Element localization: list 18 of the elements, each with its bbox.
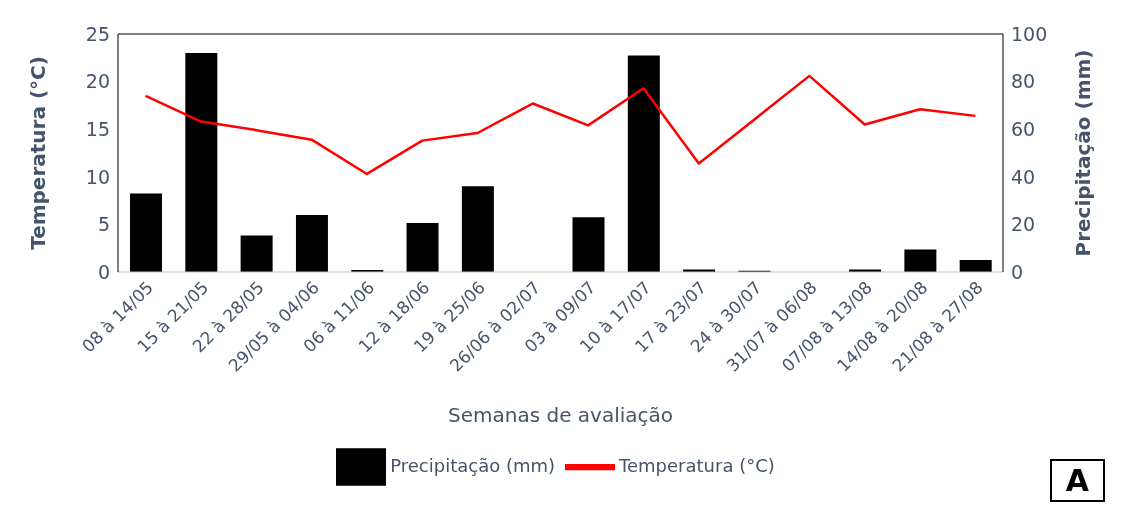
y2-tick-label: 100 xyxy=(1011,22,1048,45)
y2-tick-label: 40 xyxy=(1011,165,1036,188)
y-tick-label: 25 xyxy=(85,22,110,45)
y-axis-title: Temperatura (°C) xyxy=(26,56,51,250)
y-tick-label: 15 xyxy=(85,117,110,140)
y-tick-label: 20 xyxy=(85,70,110,93)
y2-tick-label: 60 xyxy=(1011,117,1036,140)
text: A xyxy=(1049,459,1105,502)
x-axis-title: Semanas de avaliação xyxy=(447,403,674,427)
legend-label: Precipitação (mm) xyxy=(390,455,556,476)
y2-tick-label: 20 xyxy=(1011,213,1036,236)
y2-tick-label: 0 xyxy=(1011,260,1024,283)
y-tick-label: 0 xyxy=(97,260,110,283)
y-tick-label: 5 xyxy=(97,213,110,236)
y-tick-label: 10 xyxy=(85,165,110,188)
y2-axis-title: Precipitação (mm) xyxy=(1071,49,1096,257)
y2-tick-label: 80 xyxy=(1011,70,1036,93)
legend-label: Temperatura (°C) xyxy=(619,455,775,476)
